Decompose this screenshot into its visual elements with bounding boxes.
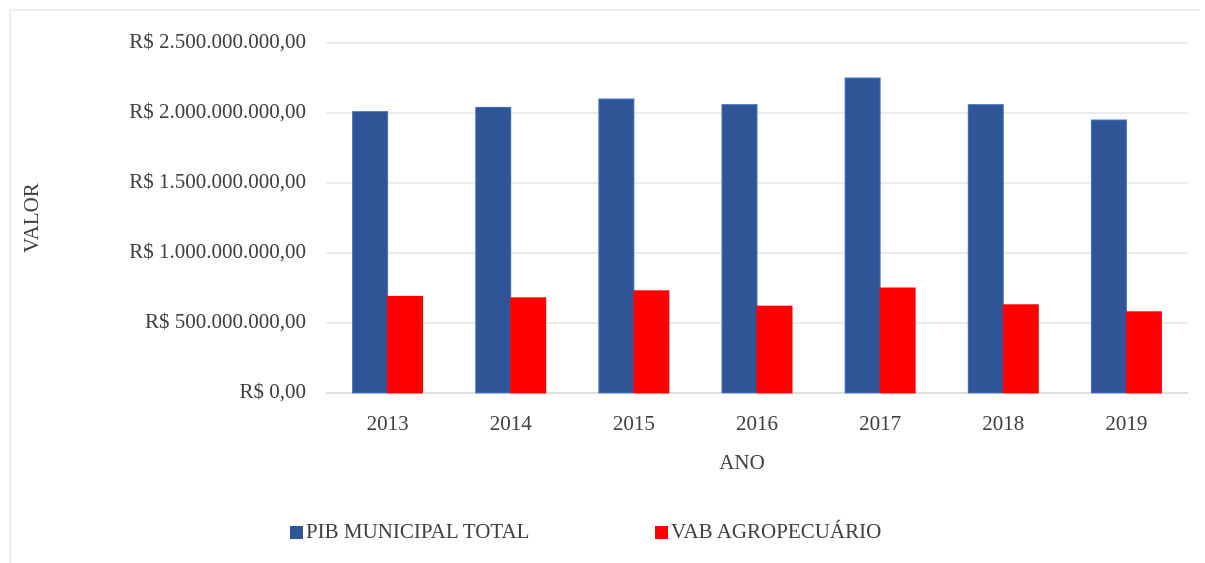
bar xyxy=(756,305,793,394)
legend-swatch xyxy=(655,526,668,539)
bar xyxy=(844,77,881,394)
x-axis-label: ANO xyxy=(719,450,765,474)
x-tick-label: 2017 xyxy=(859,411,901,435)
bar xyxy=(1090,119,1127,394)
y-tick-label: R$ 1.000.000.000,00 xyxy=(129,239,306,263)
bar xyxy=(352,111,389,394)
bar xyxy=(510,297,547,394)
bar xyxy=(967,104,1004,394)
x-tick-label: 2015 xyxy=(613,411,655,435)
bar xyxy=(1002,304,1039,394)
x-tick-label: 2014 xyxy=(490,411,533,435)
x-tick-label: 2019 xyxy=(1105,411,1147,435)
bar xyxy=(879,287,916,394)
x-tick-label: 2018 xyxy=(982,411,1024,435)
bar xyxy=(387,295,424,394)
bar xyxy=(721,104,758,394)
bar xyxy=(598,98,635,394)
legend-swatch xyxy=(290,526,303,539)
y-tick-label: R$ 500.000.000,00 xyxy=(145,309,306,333)
legend-label: VAB AGROPECUÁRIO xyxy=(671,519,881,543)
bar xyxy=(1125,311,1162,394)
x-tick-label: 2013 xyxy=(367,411,409,435)
bar xyxy=(475,106,512,394)
y-axis-label: VALOR xyxy=(19,183,43,253)
y-tick-label: R$ 0,00 xyxy=(239,379,306,403)
y-tick-label: R$ 1.500.000.000,00 xyxy=(129,169,306,193)
x-tick-label: 2016 xyxy=(736,411,778,435)
chart-frame xyxy=(9,9,1200,563)
legend-label: PIB MUNICIPAL TOTAL xyxy=(306,519,530,543)
bar xyxy=(633,290,670,394)
y-tick-label: R$ 2.000.000.000,00 xyxy=(129,99,306,123)
y-tick-label: R$ 2.500.000.000,00 xyxy=(129,29,306,53)
